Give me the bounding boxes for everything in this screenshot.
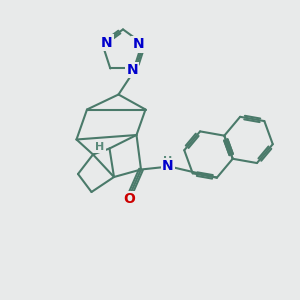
Text: H: H [164,156,172,166]
Text: N: N [132,37,144,51]
Text: N: N [162,160,174,173]
Text: N: N [126,63,138,77]
Text: N: N [101,36,113,50]
Text: H: H [95,142,104,152]
Text: O: O [123,192,135,206]
